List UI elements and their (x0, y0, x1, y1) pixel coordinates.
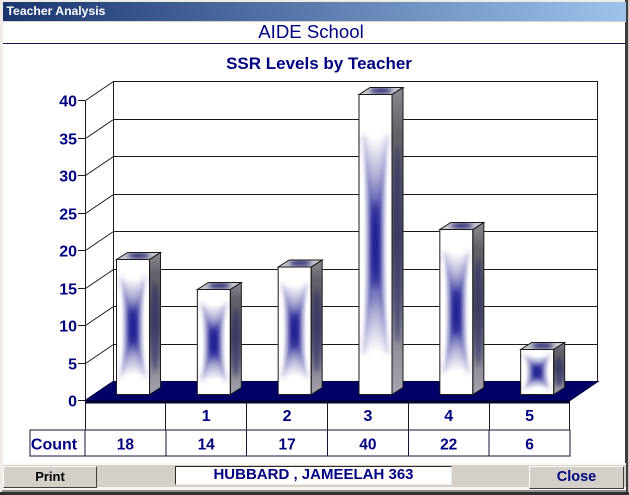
svg-text:15: 15 (59, 281, 77, 298)
svg-text:14: 14 (198, 437, 216, 454)
svg-text:1: 1 (202, 408, 211, 425)
svg-text:10: 10 (59, 318, 77, 335)
svg-text:22: 22 (440, 437, 457, 454)
svg-text:0: 0 (68, 393, 77, 410)
svg-text:35: 35 (59, 131, 77, 148)
svg-text:6: 6 (525, 437, 534, 454)
svg-text:5: 5 (68, 356, 77, 373)
svg-text:4: 4 (444, 408, 453, 425)
svg-text:30: 30 (59, 168, 77, 185)
svg-text:25: 25 (59, 206, 77, 223)
svg-text:18: 18 (117, 437, 135, 454)
svg-text:5: 5 (525, 408, 534, 425)
svg-text:2: 2 (283, 408, 292, 425)
svg-text:20: 20 (59, 243, 77, 260)
svg-text:40: 40 (59, 93, 77, 110)
svg-text:17: 17 (278, 437, 295, 454)
svg-text:40: 40 (359, 437, 376, 454)
svg-text:Count: Count (31, 437, 78, 454)
svg-text:3: 3 (363, 408, 372, 425)
